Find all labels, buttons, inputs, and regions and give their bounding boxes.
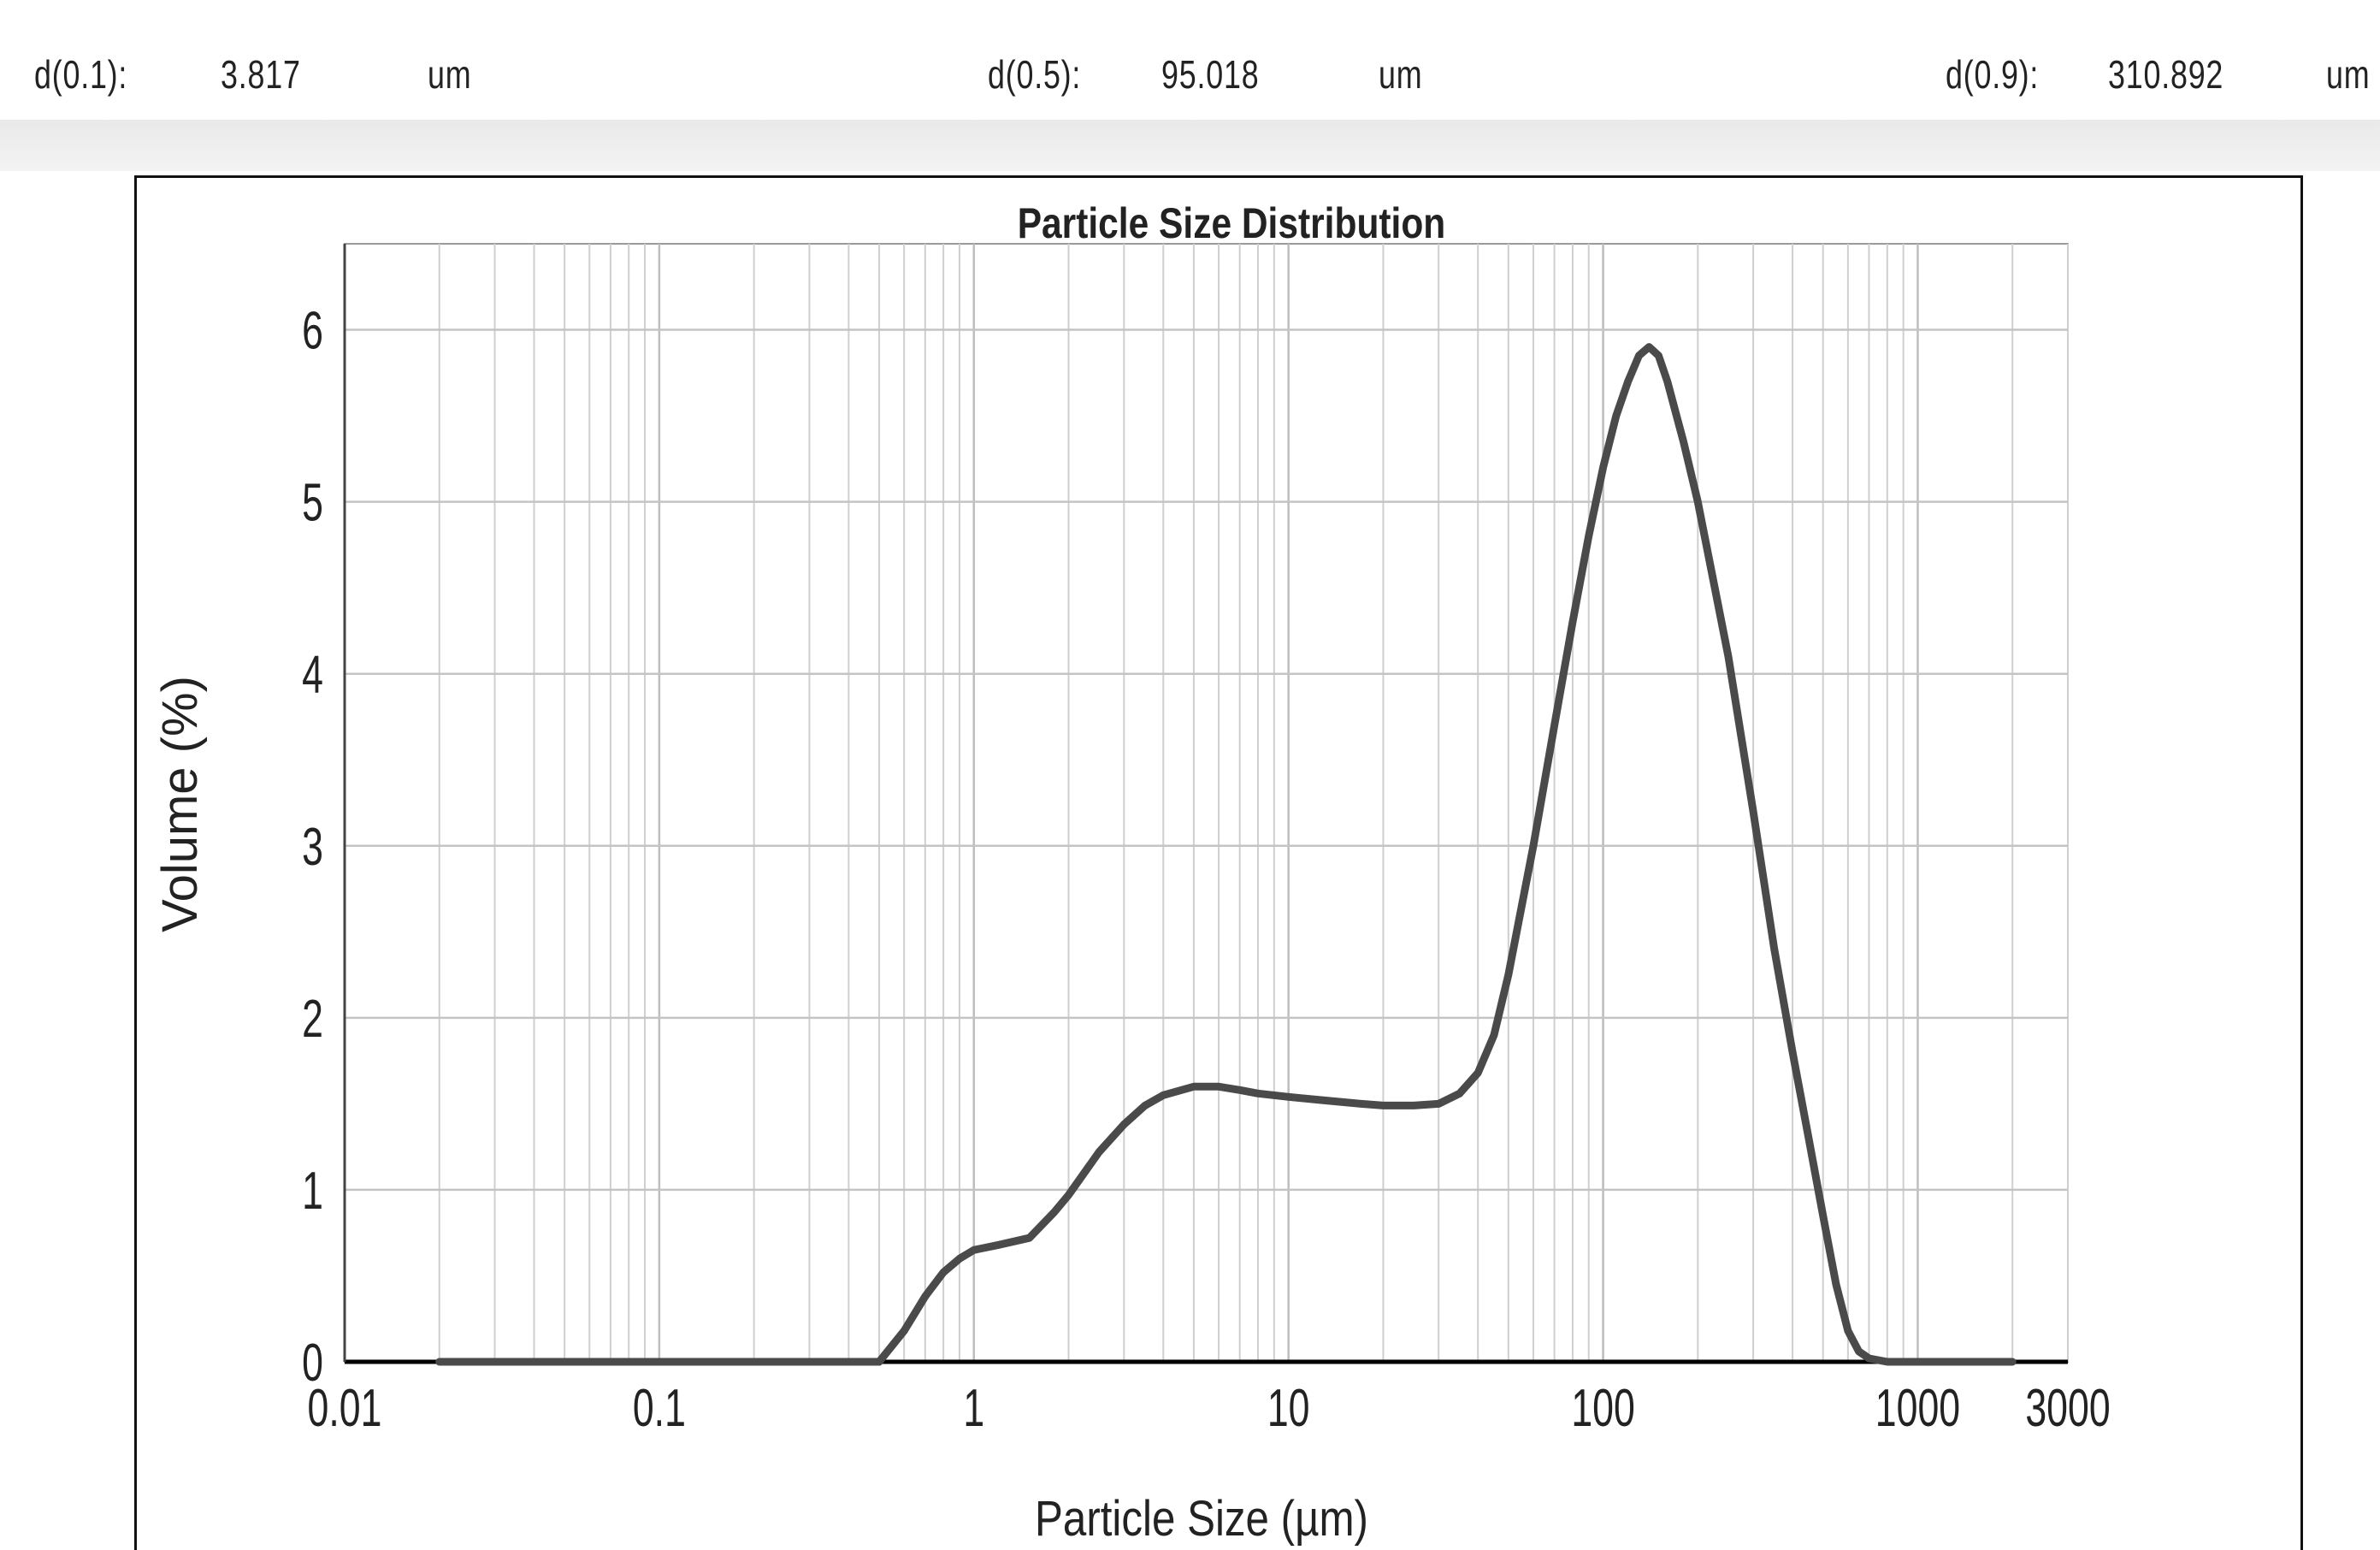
x-tick-label: 10 [1267, 1379, 1310, 1438]
d90-unit: um [2326, 52, 2371, 97]
chart-title: Particle Size Distribution [1018, 199, 1446, 247]
y-tick-label: 1 [302, 1162, 323, 1221]
y-tick-label: 3 [302, 818, 323, 877]
d50-value: 95.018 [1161, 52, 1260, 97]
x-axis-label: Particle Size (µm) [1035, 1491, 1368, 1547]
x-tick-label: 100 [1571, 1379, 1634, 1438]
d50-unit: um [1379, 52, 1423, 97]
x-tick-label: 3000 [2025, 1379, 2110, 1438]
y-axis-label: Volume (%) [152, 676, 208, 932]
x-tick-label: 1000 [1875, 1379, 1960, 1438]
y-tick-label: 6 [302, 301, 323, 360]
d50-label: d(0.5): [988, 52, 1082, 97]
d10-unit: um [428, 52, 472, 97]
d10-label: d(0.1): [34, 52, 128, 97]
d90-value: 310.892 [2108, 52, 2224, 97]
tick-labels: 0.01 0.1 1 10 100 1000 3000 0 1 2 3 4 5 6 [302, 301, 2110, 1437]
x-tick-label: 0.01 [308, 1379, 382, 1438]
x-tick-label: 1 [963, 1379, 984, 1438]
x-tick-label: 0.1 [633, 1379, 686, 1438]
d10-value: 3.817 [221, 52, 301, 97]
series-line [435, 343, 2017, 1366]
grid [343, 243, 2069, 1364]
y-tick-label: 2 [302, 990, 323, 1049]
d90-label: d(0.9): [1946, 52, 2040, 97]
y-tick-label: 5 [302, 474, 323, 533]
series-layer [435, 343, 2017, 1366]
plot-area [344, 243, 2069, 1363]
statistics-divider [0, 120, 2380, 171]
y-tick-label: 0 [302, 1334, 323, 1393]
y-tick-label: 4 [302, 646, 323, 705]
statistics-bar: d(0.1): 3.817 um d(0.5): 95.018 um d(0.9… [0, 0, 2380, 120]
